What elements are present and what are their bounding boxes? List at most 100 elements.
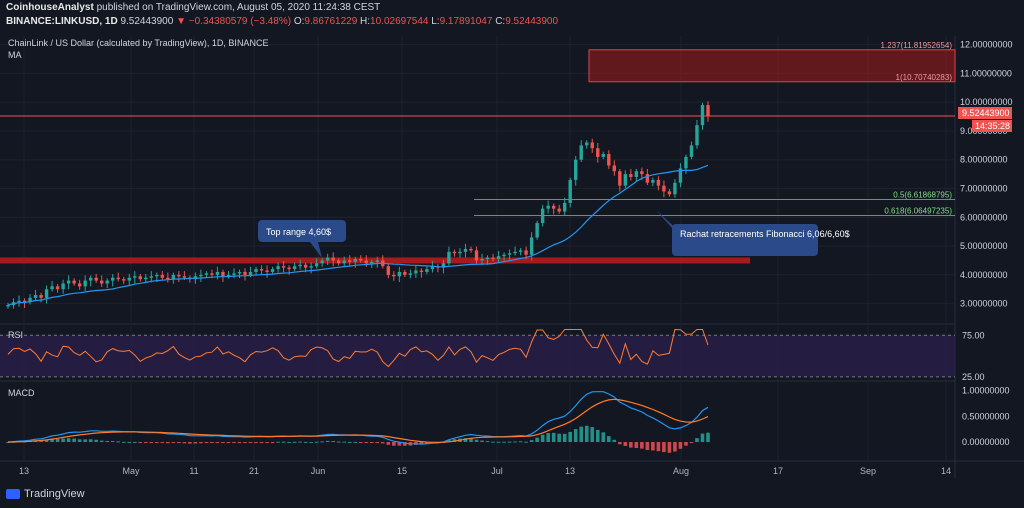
macd-histogram-bar	[612, 439, 617, 443]
macd-histogram-bar	[160, 442, 165, 444]
candle-body	[590, 142, 594, 149]
candle-body	[320, 260, 324, 264]
macd-histogram-bar	[342, 441, 347, 443]
candle-body	[22, 300, 27, 303]
macd-label: MACD	[8, 388, 35, 398]
macd-histogram-bar	[138, 442, 143, 444]
candle-body	[447, 251, 451, 264]
candle-body	[568, 179, 572, 203]
macd-histogram-bar	[39, 440, 43, 443]
candle-body	[28, 297, 32, 303]
candle-body	[463, 248, 468, 252]
x-tick-label: Aug	[673, 466, 689, 476]
macd-histogram-bar	[662, 442, 666, 453]
candle-body	[17, 300, 21, 303]
macd-histogram-bar	[667, 442, 672, 453]
candle-body	[524, 250, 528, 255]
macd-histogram-bar	[381, 442, 385, 444]
candle-body	[199, 274, 203, 277]
candle-body	[204, 273, 209, 275]
macd-histogram-bar	[651, 442, 655, 451]
candle-body	[55, 286, 60, 290]
candle-body	[375, 260, 379, 262]
publish-line: CoinhouseAnalyst published on TradingVie…	[6, 2, 380, 13]
macd-histogram-bar	[673, 442, 677, 452]
macd-histogram-bar	[6, 442, 10, 444]
candle-body	[259, 269, 264, 271]
macd-histogram-bar	[110, 441, 115, 443]
tradingview-logo[interactable]: TradingView	[6, 488, 85, 500]
candle-body	[133, 276, 137, 278]
candle-body	[689, 145, 694, 157]
candle-body	[309, 266, 313, 268]
macd-histogram-bar	[314, 441, 319, 443]
macd-histogram-bar	[259, 442, 264, 444]
macd-histogram-bar	[463, 438, 468, 443]
macd-histogram-bar	[182, 442, 187, 444]
candle-body	[44, 289, 49, 298]
macd-histogram-bar	[204, 442, 209, 444]
macd-histogram-bar	[386, 442, 391, 445]
macd-histogram-bar	[303, 441, 308, 443]
last-price: 9.52443900	[120, 16, 174, 27]
candle-body	[111, 277, 115, 281]
macd-histogram-bar	[518, 441, 523, 443]
y-tick-label: 5.00000000	[960, 241, 1008, 251]
macd-histogram-bar	[265, 442, 269, 444]
candle-body	[513, 251, 517, 254]
macd-histogram-bar	[61, 438, 65, 443]
macd-histogram-bar	[276, 441, 280, 443]
macd-histogram-bar	[83, 439, 87, 443]
candle-body	[61, 283, 65, 290]
macd-histogram-bar	[629, 442, 633, 448]
close-value: 9.52443900	[505, 16, 559, 27]
macd-histogram-bar	[618, 442, 622, 445]
candle-body	[678, 168, 683, 183]
candle-body	[546, 205, 550, 209]
macd-histogram-bar	[535, 437, 539, 443]
fib-level-label: 0.5(6.61868795)	[893, 190, 952, 199]
candle-body	[662, 185, 666, 192]
candle-body	[629, 174, 633, 177]
macd-histogram-bar	[562, 433, 567, 443]
publisher-name[interactable]: CoinhouseAnalyst	[6, 2, 94, 13]
candle-body	[221, 271, 225, 277]
y-tick-label: 7.00000000	[960, 184, 1008, 194]
macd-histogram-bar	[320, 441, 324, 443]
candle-body	[700, 105, 705, 126]
macd-histogram-bar	[270, 442, 275, 444]
signal-line	[8, 398, 709, 444]
macd-histogram-bar	[678, 442, 683, 449]
macd-histogram-bar	[353, 441, 358, 443]
candle-body	[469, 248, 473, 251]
x-tick-label: 13	[19, 466, 29, 476]
macd-tick-label: 1.00000000	[962, 386, 1010, 396]
ohlc-line: BINANCE:LINKUSD, 1D 9.52443900 ▼ −0.3438…	[6, 16, 559, 27]
rsi-line	[7, 328, 709, 368]
candle-body	[237, 271, 242, 274]
candle-body	[66, 280, 71, 284]
macd-histogram-bar	[419, 442, 424, 445]
candle-body	[215, 271, 220, 275]
candle-body	[210, 273, 214, 275]
candle-body	[243, 271, 247, 275]
macd-histogram-bar	[254, 442, 258, 444]
macd-histogram-bar	[358, 442, 363, 444]
macd-histogram-bar	[546, 433, 550, 443]
candle-body	[640, 171, 644, 175]
candle-body	[485, 257, 490, 260]
candle-body	[430, 266, 435, 270]
down-arrow-icon: ▼	[176, 16, 186, 27]
fib-level-label: 1(10.70740283)	[896, 73, 953, 82]
symbol-label: BINANCE:LINKUSD, 1D	[6, 16, 118, 27]
candle-body	[684, 156, 688, 169]
macd-histogram-bar	[507, 441, 512, 443]
macd-histogram-bar	[480, 440, 484, 443]
candle-body	[226, 274, 231, 277]
macd-histogram-bar	[529, 440, 534, 443]
macd-histogram-bar	[397, 442, 402, 446]
candle-body	[667, 191, 672, 195]
candle-body	[618, 171, 622, 186]
macd-histogram-bar	[116, 441, 121, 443]
